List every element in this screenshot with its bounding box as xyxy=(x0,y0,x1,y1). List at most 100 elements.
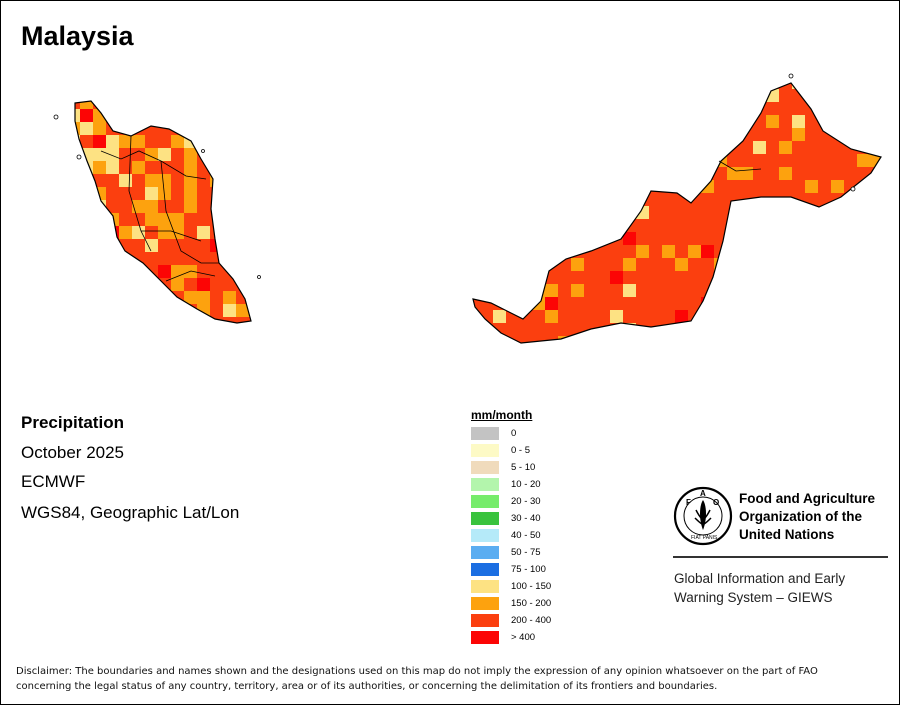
precip-cell xyxy=(779,141,792,154)
legend-swatch xyxy=(471,495,499,508)
precip-cell xyxy=(831,83,844,89)
precip-cell xyxy=(223,291,236,304)
precip-cell xyxy=(571,115,584,128)
precip-cell xyxy=(636,271,649,284)
precip-cell xyxy=(844,83,857,89)
precip-cell xyxy=(662,284,675,297)
precip-cell xyxy=(636,154,649,167)
precip-cell xyxy=(506,336,519,343)
precip-cell xyxy=(636,89,649,102)
precip-cell xyxy=(119,317,132,323)
precip-cell xyxy=(75,122,80,135)
precip-cell xyxy=(857,310,870,323)
legend-label: 20 - 30 xyxy=(511,496,541,507)
precip-cell xyxy=(610,102,623,115)
precip-cell xyxy=(158,174,171,187)
precip-cell xyxy=(844,219,857,232)
precip-cell xyxy=(571,232,584,245)
precip-cell xyxy=(649,167,662,180)
precip-cell xyxy=(184,278,197,291)
precip-cell xyxy=(623,128,636,141)
precip-cell xyxy=(249,278,251,291)
precip-cell xyxy=(545,154,558,167)
precip-cell xyxy=(870,102,881,115)
precip-cell xyxy=(805,219,818,232)
precip-cell xyxy=(844,310,857,323)
precip-cell xyxy=(506,180,519,193)
precip-cell xyxy=(145,278,158,291)
precip-cell xyxy=(636,167,649,180)
precip-cell xyxy=(805,245,818,258)
precip-cell xyxy=(210,291,223,304)
precip-cell xyxy=(132,101,145,109)
precip-cell xyxy=(792,336,805,343)
precip-cell xyxy=(80,330,93,343)
fao-org-line2: Organization of the xyxy=(739,509,862,524)
precip-cell xyxy=(701,128,714,141)
precip-cell xyxy=(171,135,184,148)
precip-cell xyxy=(870,141,881,154)
precip-cell xyxy=(493,284,506,297)
precip-cell xyxy=(584,83,597,89)
precip-cell xyxy=(844,154,857,167)
precip-cell xyxy=(210,265,223,278)
precip-cell xyxy=(473,284,480,297)
precip-cell xyxy=(779,336,792,343)
legend-title: mm/month xyxy=(471,408,533,422)
precip-cell xyxy=(740,271,753,284)
precip-cell xyxy=(545,219,558,232)
precip-cell xyxy=(75,109,80,122)
precip-cell xyxy=(701,154,714,167)
precip-cell xyxy=(519,323,532,336)
precip-cell xyxy=(662,141,675,154)
precip-cell xyxy=(184,239,197,252)
precip-cell xyxy=(805,180,818,193)
precip-cell xyxy=(532,89,545,102)
precip-cell xyxy=(675,154,688,167)
legend-item: 100 - 150 xyxy=(471,578,551,595)
precip-cell xyxy=(558,219,571,232)
precip-cell xyxy=(545,141,558,154)
precip-cell xyxy=(571,284,584,297)
precip-cell xyxy=(223,265,236,278)
precip-cell xyxy=(106,187,119,200)
precip-cell xyxy=(249,291,251,304)
precip-cell xyxy=(158,304,171,317)
precip-cell xyxy=(506,83,519,89)
precip-cell xyxy=(80,187,93,200)
precip-cell xyxy=(844,297,857,310)
precip-cell xyxy=(197,122,210,135)
precip-cell xyxy=(236,330,249,343)
precip-cell xyxy=(80,109,93,122)
precip-cell xyxy=(636,115,649,128)
precip-cell xyxy=(480,180,493,193)
precip-cell xyxy=(506,89,519,102)
precip-cell xyxy=(688,323,701,336)
precip-cell xyxy=(883,154,896,167)
precip-cell xyxy=(675,232,688,245)
precip-cell xyxy=(597,193,610,206)
precip-cell xyxy=(779,102,792,115)
legend-swatch xyxy=(471,444,499,457)
precip-cell xyxy=(766,310,779,323)
legend-swatch xyxy=(471,427,499,440)
legend-label: 0 - 5 xyxy=(511,445,531,456)
precip-cell xyxy=(740,180,753,193)
precip-cell xyxy=(870,310,881,323)
precip-cell xyxy=(818,219,831,232)
precip-cell xyxy=(106,330,119,343)
precip-cell xyxy=(766,193,779,206)
precip-cell xyxy=(597,336,610,343)
precip-cell xyxy=(688,83,701,89)
precip-cell xyxy=(249,148,251,161)
precip-cell xyxy=(584,89,597,102)
precip-cell xyxy=(714,310,727,323)
precip-cell xyxy=(584,336,597,343)
precip-cell xyxy=(223,122,236,135)
precip-cell xyxy=(584,141,597,154)
legend-swatch xyxy=(471,478,499,491)
precip-cell xyxy=(857,271,870,284)
precip-cell xyxy=(857,232,870,245)
precip-cell xyxy=(93,226,106,239)
precip-cell xyxy=(688,297,701,310)
